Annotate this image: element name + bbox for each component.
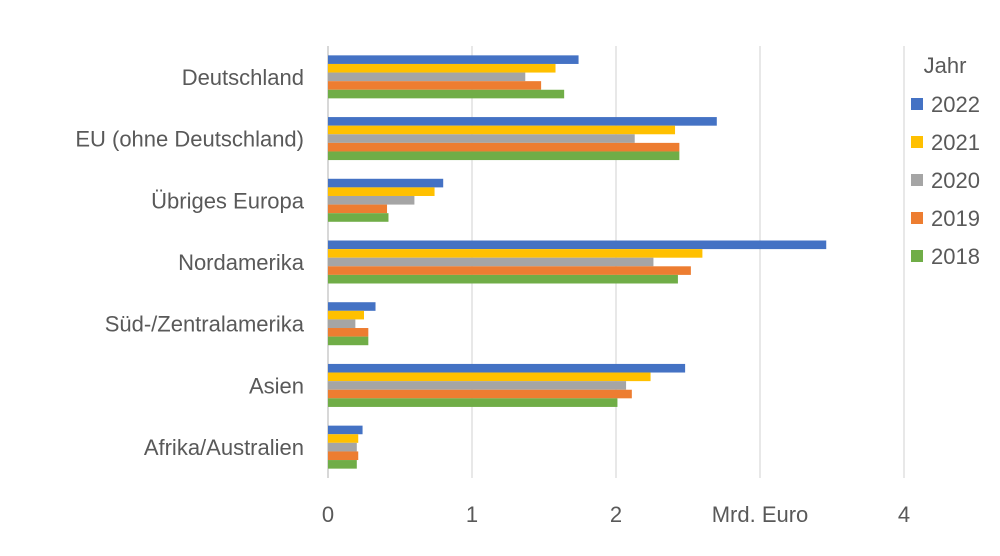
bars: [328, 55, 827, 469]
bar-2021-0: [328, 63, 556, 73]
legend-swatch: [911, 98, 923, 110]
bar-2020-4: [328, 319, 356, 329]
bar-2019-3: [328, 266, 691, 275]
category-label: Afrika/Australien: [144, 435, 304, 460]
bar-2018-1: [328, 151, 680, 161]
bar-2018-5: [328, 398, 618, 407]
bar-2021-4: [328, 310, 364, 320]
bar-2019-5: [328, 389, 632, 399]
x-tick-label: 4: [898, 502, 910, 527]
bar-2021-3: [328, 249, 703, 258]
bar-2018-6: [328, 460, 357, 469]
bar-2022-0: [328, 55, 579, 64]
bar-2021-6: [328, 434, 359, 443]
bar-2022-2: [328, 178, 444, 188]
legend-swatch: [911, 250, 923, 262]
bar-2022-4: [328, 302, 376, 311]
bar-2018-3: [328, 274, 678, 284]
legend-swatch: [911, 212, 923, 224]
legend-swatch: [911, 136, 923, 148]
bar-2018-0: [328, 89, 565, 99]
bar-2020-2: [328, 195, 415, 205]
bar-2019-2: [328, 204, 388, 214]
x-tick-label: 2: [610, 502, 622, 527]
bar-2021-5: [328, 372, 651, 382]
x-tick-label: 1: [466, 502, 478, 527]
legend: Jahr 2022 2021 2020 2019 2018: [911, 53, 980, 269]
bar-2021-1: [328, 125, 676, 135]
category-label: EU (ohne Deutschland): [75, 127, 304, 152]
bar-2022-3: [328, 240, 827, 250]
x-tick-labels: 0 1 2 Mrd. Euro 4: [322, 502, 910, 527]
bar-2020-6: [328, 442, 357, 452]
x-tick-label: Mrd. Euro: [712, 502, 809, 527]
legend-swatch: [911, 174, 923, 186]
legend-label: 2021: [931, 130, 980, 155]
bar-2019-4: [328, 328, 369, 337]
bar-2019-6: [328, 451, 359, 461]
bar-2020-1: [328, 134, 635, 143]
bar-2018-4: [328, 336, 369, 346]
category-labels: Deutschland EU (ohne Deutschland) Übriges …: [75, 65, 304, 460]
category-label: Süd-/Zentralamerika: [105, 312, 305, 337]
bar-2019-1: [328, 142, 680, 152]
category-label: Nordamerika: [178, 250, 305, 275]
legend-title: Jahr: [924, 53, 967, 78]
bar-2020-5: [328, 381, 627, 390]
legend-label: 2022: [931, 92, 980, 117]
bar-2021-2: [328, 187, 435, 196]
x-tick-label: 0: [322, 502, 334, 527]
category-label: Übriges Europa: [151, 188, 305, 213]
bar-2020-0: [328, 72, 526, 82]
legend-label: 2020: [931, 168, 980, 193]
bar-2022-1: [328, 117, 717, 126]
category-label: Deutschland: [182, 65, 304, 90]
bar-2018-2: [328, 213, 389, 222]
legend-label: 2019: [931, 206, 980, 231]
bar-2020-3: [328, 257, 654, 267]
category-label: Asien: [249, 373, 304, 398]
bar-2019-0: [328, 81, 542, 90]
legend-label: 2018: [931, 244, 980, 269]
bar-2022-6: [328, 425, 363, 435]
bar-2022-5: [328, 363, 686, 373]
